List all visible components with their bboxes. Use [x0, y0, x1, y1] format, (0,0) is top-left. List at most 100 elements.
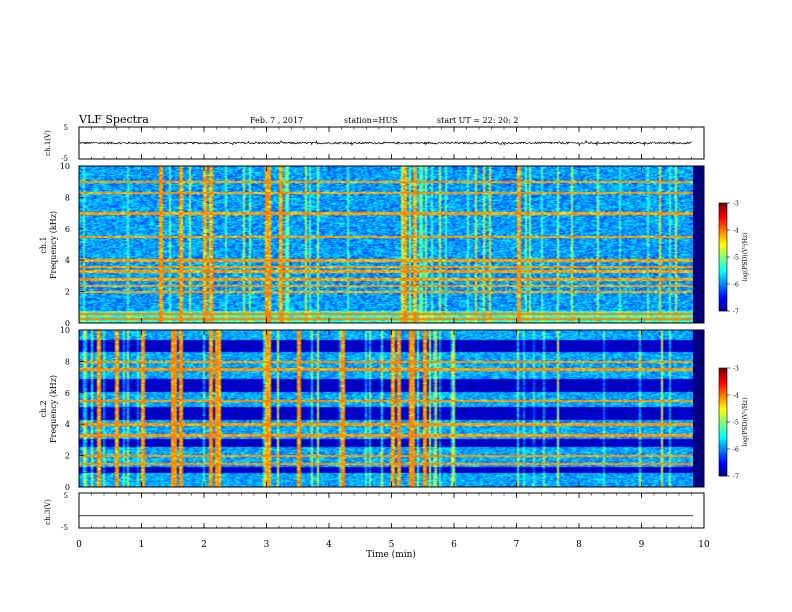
colorbar-segment	[719, 213, 727, 216]
ch2-ylabel-line1: ch.2	[39, 400, 48, 417]
colorbar-tick-label: -7	[733, 474, 739, 481]
x-tick-label: 2	[201, 540, 207, 550]
station-label: station=HUS	[344, 116, 398, 125]
colorbar-segment	[719, 285, 727, 288]
colorbar-segment	[719, 203, 727, 206]
colorbar-segment	[719, 430, 727, 433]
colorbar-segment	[719, 368, 727, 371]
colorbar-segment	[719, 271, 727, 274]
colorbar-segment	[719, 221, 727, 224]
x-tick-label: 4	[326, 540, 332, 550]
colorbar-segment	[719, 440, 727, 443]
colorbar-segment	[719, 209, 727, 212]
colorbar-segment	[719, 466, 727, 469]
colorbar-label: log(PSD)(V²/Hz)	[742, 233, 749, 282]
colorbar-segment	[719, 420, 727, 423]
colorbar-segment	[719, 416, 727, 419]
colorbar-segment	[719, 281, 727, 284]
colorbar-segment	[719, 452, 727, 455]
colorbar-segment	[719, 267, 727, 270]
colorbar-segment	[719, 253, 727, 256]
colorbar-segment	[719, 390, 727, 393]
colorbar-segment	[719, 275, 727, 278]
x-tick-label: 7	[514, 540, 520, 550]
colorbar-segment	[719, 456, 727, 459]
colorbar-segment	[719, 436, 727, 439]
colorbar-segment	[719, 211, 727, 214]
colorbar-segment	[719, 464, 727, 467]
date-label: Feb. 7 , 2017	[250, 116, 303, 125]
colorbar-segment	[719, 474, 727, 477]
ch1-ytick-bottom: -5	[61, 155, 68, 163]
colorbar-segment	[719, 414, 727, 417]
colorbar-segment	[719, 374, 727, 377]
ch1-waveform-line	[79, 139, 692, 147]
colorbar-segment	[719, 297, 727, 300]
colorbar-tick-label: -4	[733, 228, 739, 235]
colorbar-segment	[719, 273, 727, 276]
colorbar-segment	[719, 295, 727, 298]
colorbar-segment	[719, 470, 727, 473]
colorbar-segment	[719, 406, 727, 409]
colorbar-tick-label: -3	[733, 366, 739, 373]
colorbar-segment	[719, 392, 727, 395]
colorbar-tick-label: -4	[733, 393, 739, 400]
x-tick-label: 9	[639, 540, 645, 550]
colorbar-segment	[719, 283, 727, 286]
colorbar-segment	[719, 215, 727, 218]
colorbar-segment	[719, 454, 727, 457]
x-tick-label: 3	[264, 540, 270, 550]
colorbar-segment	[719, 251, 727, 254]
colorbar-segment	[719, 219, 727, 222]
ch1-ylabel: ch.1(V)	[44, 130, 52, 156]
ch1-ylabel-line2: Frequency (kHz)	[49, 211, 58, 279]
colorbar-segment	[719, 472, 727, 475]
colorbar-segment	[719, 269, 727, 272]
ch2-colorbar: -3 -4 -5 -6 -7 log(PSD)(V²/Hz)	[718, 366, 749, 481]
colorbar-segment	[719, 394, 727, 397]
colorbar-segment	[719, 261, 727, 264]
colorbar-segment	[719, 217, 727, 220]
ch3-ylabel: ch.3(V)	[44, 499, 52, 525]
colorbar-segment	[719, 289, 727, 292]
x-tick-label: 10	[698, 540, 710, 550]
colorbar-segment	[719, 205, 727, 208]
colorbar-segment	[719, 388, 727, 391]
colorbar-segment	[719, 398, 727, 401]
x-tick-label: 5	[389, 540, 395, 550]
colorbar-segment	[719, 402, 727, 405]
colorbar-segment	[719, 460, 727, 463]
colorbar-segment	[719, 237, 727, 240]
colorbar-segment	[719, 410, 727, 413]
ch1-ytick-label: 0	[65, 319, 70, 328]
colorbar-segment	[719, 249, 727, 252]
ch1-ytick-top: 5	[64, 124, 68, 132]
colorbar-segment	[719, 257, 727, 260]
colorbar-segment	[719, 450, 727, 453]
colorbar-segment	[719, 291, 727, 294]
colorbar-segment	[719, 305, 727, 308]
colorbar-segment	[719, 287, 727, 290]
colorbar-segment	[719, 458, 727, 461]
colorbar-segment	[719, 245, 727, 248]
ch2-ytick-label: 6	[65, 389, 70, 398]
x-tick-label: 1	[139, 540, 145, 550]
colorbar-segment	[719, 229, 727, 232]
colorbar-segment	[719, 422, 727, 425]
x-tick-label: 6	[451, 540, 457, 550]
ch2-spectrogram-panel: 0 2 4 6 8 10 ch.2 Frequency (kHz)	[39, 326, 705, 492]
colorbar-label: log(PSD)(V²/Hz)	[742, 398, 749, 447]
colorbar-segment	[719, 382, 727, 385]
colorbar-tick-label: -7	[733, 309, 739, 316]
ch2-spectrogram-image	[79, 330, 693, 487]
ch1-spectrogram-panel: 0 2 4 6 8 10 ch.1 Frequency (kHz)	[39, 162, 705, 328]
colorbar-tick-label: -5	[733, 420, 739, 427]
ch3-ytick-bottom: -5	[61, 524, 68, 532]
ch3-panel: 5 -5 ch.3(V) 0 1 2 3 4 5 6 7 8 9 10 Time (min)	[44, 127, 710, 560]
ch1-ytick-label: 10	[60, 162, 70, 171]
colorbar-segment	[719, 412, 727, 415]
colorbar-segment	[719, 235, 727, 238]
ch1-ytick-label: 6	[65, 225, 70, 234]
colorbar-segment	[719, 255, 727, 258]
